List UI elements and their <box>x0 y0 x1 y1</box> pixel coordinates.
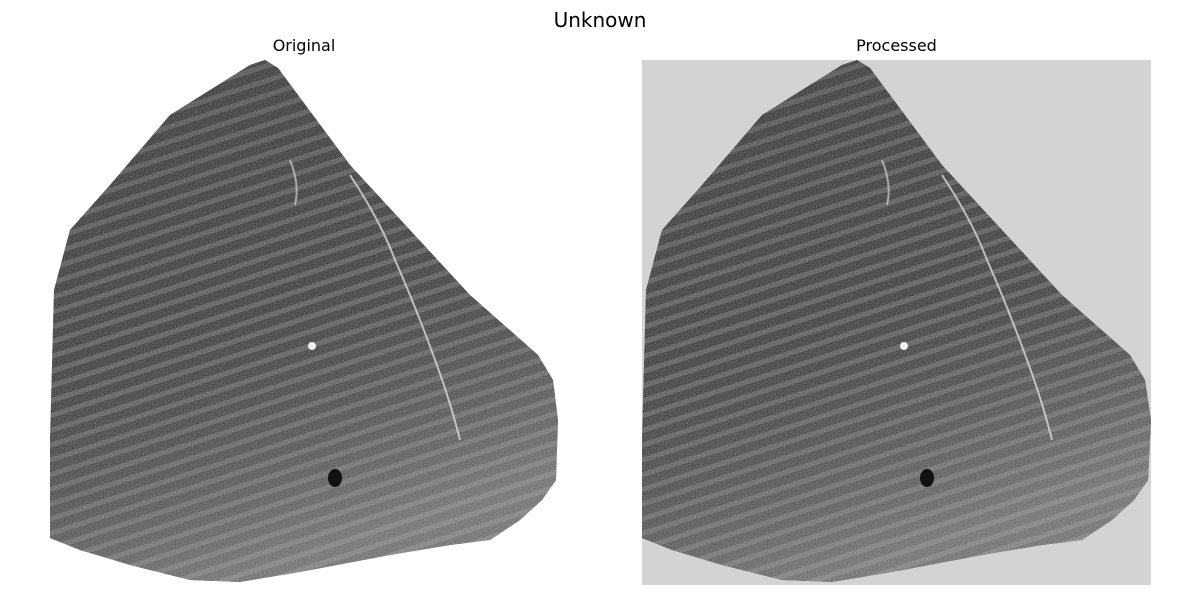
original-image-panel <box>50 60 558 585</box>
processed-fingerprint-image <box>642 60 1151 585</box>
figure-title: Unknown <box>553 8 647 32</box>
processed-image-panel <box>642 60 1151 585</box>
original-panel-title: Original <box>272 36 336 55</box>
processed-panel-title: Processed <box>856 36 937 55</box>
original-fingerprint-image <box>50 60 558 582</box>
